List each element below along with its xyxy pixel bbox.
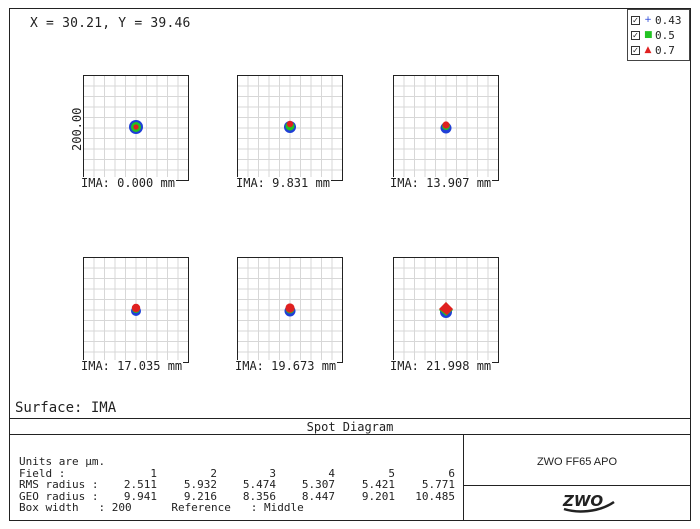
row-label: Field :	[19, 466, 66, 480]
legend-label: 0.7	[655, 43, 675, 57]
spot-pattern	[284, 303, 296, 317]
row-label: RMS radius :	[19, 478, 99, 491]
spot-plot-field-2	[237, 75, 343, 181]
scale-label: 200.00	[70, 107, 84, 151]
title-bar: Spot Diagram	[9, 418, 691, 435]
legend-label: 0.5	[655, 28, 675, 42]
info-block: Units are µm. Field : 1 2 3 4 5 6 RMS ra…	[19, 456, 455, 514]
field-label: IMA: 13.907 mm	[389, 176, 493, 190]
field-label: IMA: 0.000 mm	[80, 176, 176, 190]
spot-plot-field-3	[393, 75, 499, 181]
surface-label: Surface: IMA	[15, 400, 117, 416]
spot-pattern	[131, 303, 141, 316]
system-name: ZWO FF65 APO	[536, 456, 618, 468]
units-note: Units are µm.	[19, 455, 106, 468]
wavelength-legend: ✓ + 0.43 ✓ ■ 0.5 ✓ ▲ 0.7	[627, 9, 690, 61]
plus-marker-icon: +	[644, 15, 652, 25]
diagram-title: Spot Diagram	[306, 420, 394, 434]
field-row: Field : 1 2 3 4 5 6	[19, 466, 455, 480]
spot-plot-field-4	[83, 257, 189, 363]
field-label: IMA: 21.998 mm	[389, 359, 493, 373]
spot-plot-field-5	[237, 257, 343, 363]
legend-label: 0.43	[655, 13, 682, 27]
box-width-line: Box width : 200 Reference : Middle	[19, 501, 304, 514]
field-label: IMA: 19.673 mm	[234, 359, 338, 373]
spot-plot-field-1	[83, 75, 189, 181]
spot-plot-field-6	[393, 257, 499, 363]
geo-row: GEO radius : 9.941 9.216 8.356 8.447 9.2…	[19, 489, 455, 503]
spot-pattern	[440, 121, 452, 134]
zwo-logo: ZWO	[558, 490, 620, 518]
legend-item[interactable]: ✓ + 0.43	[631, 13, 682, 27]
spot-pattern	[439, 302, 453, 318]
legend-item[interactable]: ✓ ▲ 0.7	[631, 43, 675, 57]
checkbox-icon[interactable]: ✓	[631, 15, 640, 25]
spot-pattern	[284, 120, 296, 133]
checkbox-icon[interactable]: ✓	[631, 30, 640, 40]
row-label: GEO radius :	[19, 489, 99, 503]
square-marker-icon: ■	[644, 30, 653, 40]
field-label: IMA: 9.831 mm	[235, 176, 331, 190]
spot-pattern	[129, 120, 143, 134]
cursor-coordinates: X = 30.21, Y = 39.46	[30, 16, 191, 31]
divider	[463, 485, 691, 486]
field-label: IMA: 17.035 mm	[80, 359, 184, 373]
checkbox-icon[interactable]: ✓	[631, 45, 640, 55]
rms-row: RMS radius : 2.511 5.932 5.474 5.307 5.4…	[19, 478, 455, 491]
triangle-marker-icon: ▲	[644, 45, 652, 55]
divider	[463, 435, 464, 521]
svg-text:ZWO: ZWO	[562, 492, 603, 510]
plot-frame	[9, 8, 691, 521]
legend-item[interactable]: ✓ ■ 0.5	[631, 28, 675, 42]
